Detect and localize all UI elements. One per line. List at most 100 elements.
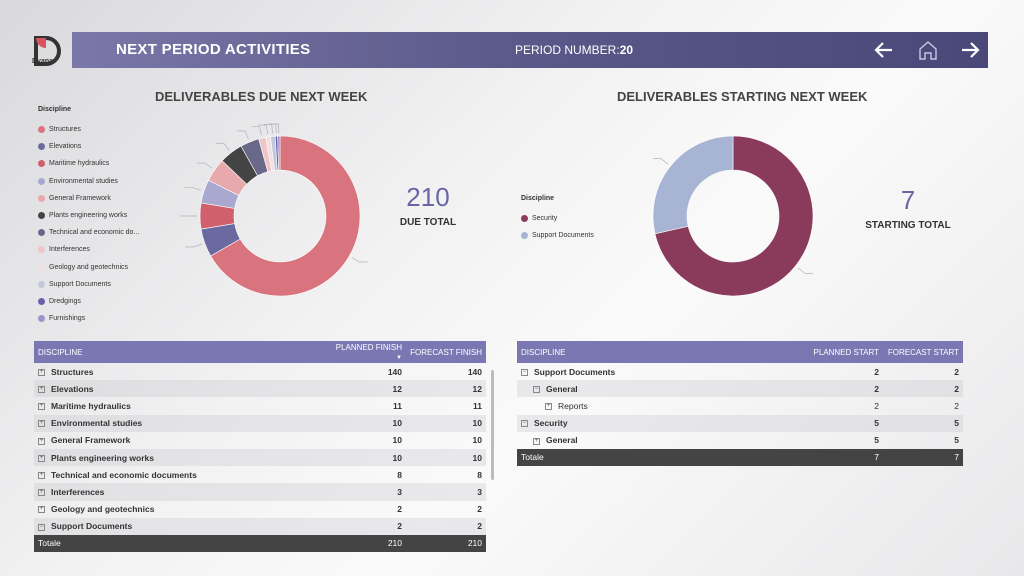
legend-item[interactable]: Dredgings bbox=[38, 293, 139, 310]
table-row[interactable]: + Environmental studies 10 10 bbox=[34, 414, 486, 432]
due-table-scrollbar[interactable] bbox=[491, 370, 494, 480]
period-number: PERIOD NUMBER:20 bbox=[515, 43, 633, 57]
legend-title: Discipline bbox=[38, 106, 72, 113]
expand-icon[interactable]: + bbox=[38, 420, 45, 428]
legend-label: Maritime hydraulics bbox=[49, 160, 110, 168]
expand-icon[interactable]: + bbox=[38, 437, 45, 445]
row-planned: 10 bbox=[330, 448, 406, 467]
row-planned: 2 bbox=[874, 366, 879, 377]
donut-slice[interactable] bbox=[654, 135, 814, 297]
table-row[interactable]: + Technical and economic documents 8 8 bbox=[34, 466, 486, 483]
table-row[interactable]: + Maritime hydraulics 11 11 bbox=[34, 397, 486, 414]
row-discipline: Interferences bbox=[51, 486, 105, 497]
row-discipline: Structures bbox=[51, 366, 94, 377]
table-row[interactable]: − Support Documents 2 2 bbox=[517, 363, 963, 380]
legend-item[interactable]: Technical and economic do... bbox=[38, 224, 139, 241]
period-value: 20 bbox=[619, 43, 634, 57]
expand-icon[interactable]: + bbox=[38, 489, 45, 497]
table-row[interactable]: + Interferences 3 3 bbox=[34, 483, 486, 501]
legend-item[interactable]: Environmental studies bbox=[38, 173, 139, 190]
row-forecast: 140 bbox=[467, 366, 482, 377]
legend-item[interactable]: Furnishings bbox=[38, 310, 139, 327]
donut-leader-line bbox=[251, 125, 262, 136]
donut-slice[interactable] bbox=[652, 135, 734, 235]
col-planned-start[interactable]: PLANNED START bbox=[807, 341, 883, 363]
expand-icon[interactable]: + bbox=[38, 506, 45, 514]
legend-item[interactable]: Support Documents bbox=[38, 276, 139, 293]
legend-item[interactable]: Geology and geotechnics bbox=[38, 259, 139, 276]
table-row[interactable]: − General 2 2 bbox=[517, 380, 963, 398]
table-row[interactable]: + Structures 140 140 bbox=[34, 363, 486, 380]
table-row[interactable]: − Security 5 5 bbox=[517, 414, 963, 432]
legend-label: Dredgings bbox=[49, 297, 81, 305]
legend-item[interactable]: Interferences bbox=[38, 241, 139, 258]
total-planned: 210 bbox=[330, 534, 406, 552]
legend-item[interactable]: Plants engineering works bbox=[38, 207, 139, 224]
legend-label: Structures bbox=[49, 126, 81, 134]
row-forecast: 11 bbox=[473, 400, 482, 411]
donut-slice[interactable] bbox=[277, 135, 281, 171]
row-discipline: Reports bbox=[558, 400, 588, 411]
total-forecast: 210 bbox=[406, 534, 486, 552]
row-forecast: 2 bbox=[883, 380, 963, 398]
collapse-icon[interactable]: − bbox=[521, 368, 528, 376]
back-arrow-icon[interactable] bbox=[872, 38, 896, 62]
legend-dot-icon bbox=[38, 315, 45, 323]
row-discipline: General Framework bbox=[51, 435, 131, 446]
table-row[interactable]: + Reports 2 2 bbox=[517, 397, 963, 414]
col-discipline[interactable]: DISCIPLINE bbox=[34, 341, 330, 363]
expand-icon[interactable]: + bbox=[38, 403, 45, 411]
expand-icon[interactable]: + bbox=[38, 368, 45, 376]
total-name: Totale bbox=[517, 448, 807, 466]
row-discipline: Geology and geotechnics bbox=[51, 504, 155, 515]
forward-arrow-icon[interactable] bbox=[958, 38, 982, 62]
row-forecast: 2 bbox=[954, 366, 959, 377]
table-row[interactable]: + General 5 5 bbox=[517, 432, 963, 449]
table-row[interactable]: − Support Documents 2 2 bbox=[34, 517, 486, 535]
legend-item[interactable]: Maritime hydraulics bbox=[38, 155, 139, 172]
home-icon[interactable] bbox=[916, 38, 940, 62]
expand-icon[interactable]: + bbox=[38, 454, 45, 462]
legend-item[interactable]: Structures bbox=[38, 121, 139, 138]
row-discipline: General bbox=[546, 383, 578, 394]
donut-leader-line bbox=[797, 267, 813, 274]
collapse-icon[interactable]: − bbox=[521, 420, 528, 428]
total-name: Totale bbox=[34, 534, 330, 552]
col-forecast-finish[interactable]: FORECAST FINISH bbox=[406, 341, 486, 363]
collapse-icon[interactable]: − bbox=[38, 523, 45, 531]
row-forecast: 3 bbox=[406, 483, 486, 501]
row-discipline: Technical and economic documents bbox=[51, 469, 197, 480]
expand-icon[interactable]: + bbox=[545, 403, 552, 411]
col-planned-finish[interactable]: PLANNED FINISH ▼ bbox=[330, 341, 406, 363]
legend-item[interactable]: Support Documents bbox=[521, 227, 594, 244]
table-row[interactable]: + Plants engineering works 10 10 bbox=[34, 448, 486, 467]
collapse-icon[interactable]: − bbox=[533, 386, 540, 394]
donut-leader-line bbox=[184, 187, 202, 191]
expand-icon[interactable]: + bbox=[533, 437, 540, 445]
legend-item[interactable]: General Framework bbox=[38, 190, 139, 207]
expand-icon[interactable]: + bbox=[38, 386, 45, 394]
total-row: Totale 210 210 bbox=[34, 534, 486, 552]
donut-leader-line bbox=[351, 257, 368, 263]
table-row[interactable]: + Elevations 12 12 bbox=[34, 380, 486, 398]
starting-table: DISCIPLINE PLANNED START FORECAST START … bbox=[517, 341, 963, 466]
row-planned: 8 bbox=[397, 469, 402, 480]
legend-item[interactable]: Security bbox=[521, 210, 594, 227]
expand-icon[interactable]: + bbox=[38, 471, 45, 479]
row-planned: 2 bbox=[397, 504, 402, 515]
legend-dot-icon bbox=[38, 297, 45, 305]
row-planned: 10 bbox=[330, 414, 406, 432]
legend-dot-icon bbox=[38, 212, 45, 220]
legend-label: General Framework bbox=[49, 194, 111, 202]
table-row[interactable]: + Geology and geotechnics 2 2 bbox=[34, 501, 486, 518]
donut-slice[interactable] bbox=[210, 135, 361, 297]
due-total-label: DUE TOTAL bbox=[399, 217, 457, 228]
legend-dot-icon bbox=[521, 215, 528, 223]
table-row[interactable]: + General Framework 10 10 bbox=[34, 432, 486, 449]
legend-item[interactable]: Elevations bbox=[38, 138, 139, 155]
col-discipline[interactable]: DISCIPLINE bbox=[517, 341, 807, 363]
col-forecast-start[interactable]: FORECAST START bbox=[883, 341, 963, 363]
legend-title: Discipline bbox=[521, 195, 555, 202]
row-forecast: 2 bbox=[477, 504, 482, 515]
row-forecast: 8 bbox=[477, 469, 482, 480]
